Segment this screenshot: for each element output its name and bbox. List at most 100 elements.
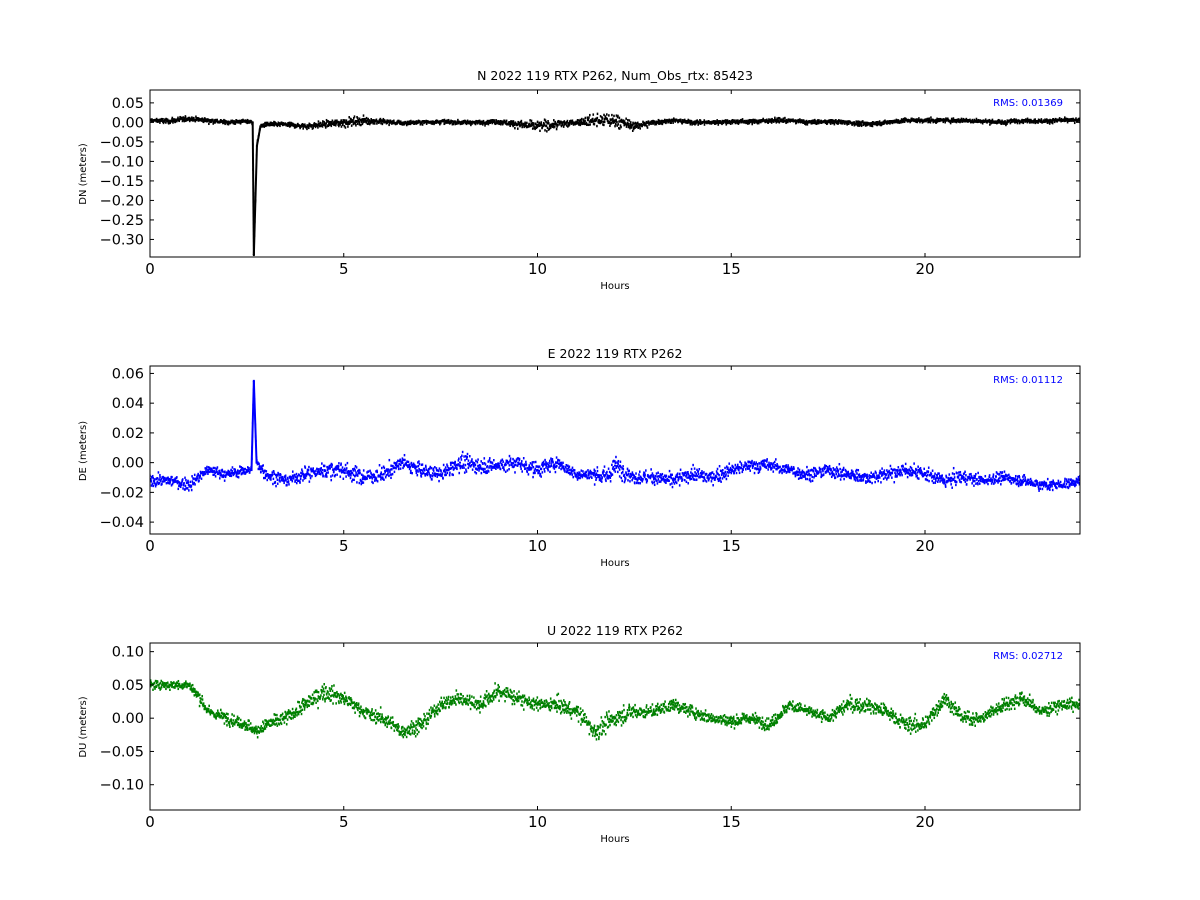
data-point xyxy=(234,122,237,125)
data-point xyxy=(908,472,911,476)
data-point xyxy=(609,471,612,475)
data-point xyxy=(668,120,671,123)
data-point xyxy=(214,471,216,474)
data-point xyxy=(667,475,670,478)
data-point xyxy=(868,476,871,480)
data-point xyxy=(778,466,780,469)
data-point xyxy=(389,119,392,122)
data-point xyxy=(801,469,804,473)
data-point xyxy=(902,465,904,468)
data-point xyxy=(480,471,483,475)
data-point xyxy=(329,122,332,126)
data-point xyxy=(647,473,649,477)
data-point xyxy=(628,122,630,126)
data-point xyxy=(945,474,947,478)
data-point xyxy=(966,120,969,123)
data-point xyxy=(314,124,316,127)
data-point xyxy=(322,120,324,123)
data-point xyxy=(812,121,815,125)
data-point xyxy=(467,459,470,462)
data-point xyxy=(946,117,949,120)
data-point xyxy=(509,124,511,128)
data-point xyxy=(915,467,917,471)
data-point xyxy=(877,121,879,124)
data-point xyxy=(462,463,465,466)
data-point xyxy=(325,471,328,475)
data-point xyxy=(741,118,744,121)
data-point xyxy=(261,469,264,472)
data-point xyxy=(246,121,248,125)
data-point xyxy=(616,124,618,127)
data-point xyxy=(901,120,904,124)
data-point xyxy=(546,467,549,471)
data-point xyxy=(625,123,627,126)
data-point xyxy=(191,116,193,119)
data-point xyxy=(159,476,161,479)
data-point xyxy=(202,120,205,124)
data-point xyxy=(623,473,625,477)
y-axis-label: DN (meters) xyxy=(78,143,89,205)
data-point xyxy=(1040,118,1043,121)
data-point xyxy=(230,471,233,475)
data-point xyxy=(305,474,308,477)
data-point xyxy=(540,121,543,124)
data-point xyxy=(935,121,938,124)
data-point xyxy=(814,474,816,478)
data-point xyxy=(1058,117,1061,120)
data-point xyxy=(191,480,194,483)
data-point xyxy=(444,473,446,477)
data-point xyxy=(596,112,599,116)
data-point xyxy=(354,474,357,477)
data-point xyxy=(328,122,330,125)
data-point xyxy=(541,471,544,474)
data-point xyxy=(896,471,899,474)
data-point xyxy=(734,121,737,124)
data-point xyxy=(686,119,688,123)
data-point xyxy=(663,474,666,477)
data-point xyxy=(306,471,309,474)
data-point xyxy=(546,126,549,130)
data-point xyxy=(403,453,406,457)
data-point xyxy=(278,476,281,480)
data-point xyxy=(595,477,598,480)
data-point xyxy=(759,465,761,468)
data-point xyxy=(620,120,622,123)
data-point xyxy=(337,465,340,468)
data-point xyxy=(857,121,860,125)
data-point xyxy=(864,121,866,125)
data-point xyxy=(657,471,659,474)
data-point xyxy=(786,468,789,471)
data-point xyxy=(530,119,533,123)
data-point xyxy=(565,124,568,127)
data-point xyxy=(576,478,579,481)
data-point xyxy=(443,122,446,126)
data-point xyxy=(638,123,641,127)
data-point xyxy=(729,122,732,125)
data-point xyxy=(906,471,908,474)
data-point xyxy=(837,469,840,472)
data-point xyxy=(755,461,758,464)
data-point xyxy=(1026,121,1029,124)
data-point xyxy=(658,475,660,478)
data-point xyxy=(618,475,621,478)
data-point xyxy=(709,476,712,479)
data-point xyxy=(728,462,731,465)
data-point xyxy=(749,465,751,468)
data-point xyxy=(193,473,196,477)
data-point xyxy=(805,123,807,126)
data-point xyxy=(219,471,222,475)
data-point xyxy=(336,464,339,468)
data-point xyxy=(580,120,583,123)
data-point xyxy=(274,480,277,484)
data-point xyxy=(362,469,365,472)
data-point xyxy=(155,483,158,486)
data-point xyxy=(1028,119,1031,122)
data-point xyxy=(683,472,685,475)
data-point xyxy=(567,464,569,467)
data-point xyxy=(347,122,350,126)
data-point xyxy=(895,120,897,124)
data-point xyxy=(701,475,704,479)
data-point xyxy=(618,120,620,123)
data-point xyxy=(639,481,641,485)
data-point xyxy=(587,469,589,472)
